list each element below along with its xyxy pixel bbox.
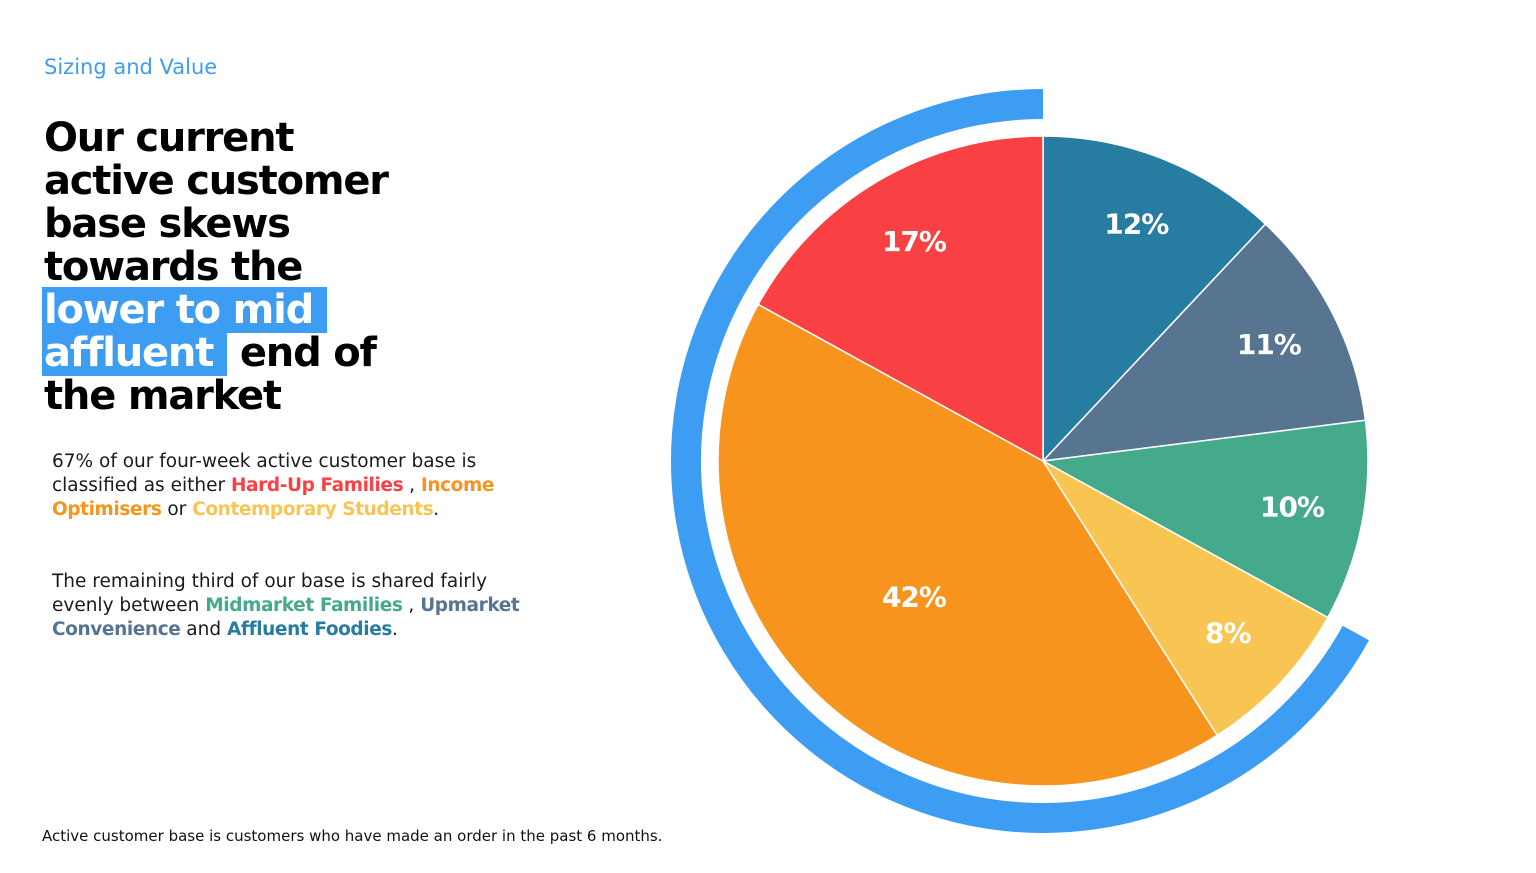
headline-highlight: affluent bbox=[42, 330, 228, 376]
pie-slice bbox=[757, 135, 1044, 463]
segment-upmarket-convenience: Upmarket Convenience bbox=[52, 595, 520, 640]
paragraph-text: 67% of our four-week active customer bas… bbox=[52, 451, 477, 496]
segment-midmarket-families: Midmarket Families bbox=[205, 595, 403, 616]
pie-slice bbox=[1042, 460, 1329, 737]
headline-line: end of bbox=[239, 330, 377, 376]
pie-slice bbox=[1042, 135, 1267, 463]
separator: , bbox=[409, 475, 415, 496]
segment-income-optimisers: Income Optimisers bbox=[52, 475, 495, 520]
headline-line: towards the bbox=[44, 244, 303, 290]
separator: . bbox=[433, 499, 440, 520]
paragraph-primary-segments: 67% of our four-week active customer bas… bbox=[52, 450, 532, 522]
separator: , bbox=[408, 595, 415, 616]
segment-affluent-foodies: Affluent Foodies bbox=[227, 619, 392, 640]
slice-label: 8% bbox=[1205, 617, 1251, 650]
pie-slice bbox=[1040, 419, 1369, 619]
headline: Our current active customer base skews t… bbox=[42, 115, 604, 419]
slice-label: 12% bbox=[1104, 207, 1169, 240]
headline-highlight: lower to mid bbox=[42, 287, 328, 333]
segment-contemporary-students: Contemporary Students bbox=[192, 499, 434, 520]
paragraph-text: The remaining third of our base is share… bbox=[52, 571, 488, 616]
separator: and bbox=[186, 619, 222, 640]
separator: or bbox=[167, 499, 187, 520]
footnote: Active customer base is customers who ha… bbox=[42, 827, 663, 845]
slice-label: 10% bbox=[1260, 491, 1325, 524]
separator: . bbox=[391, 619, 398, 640]
slice-label: 17% bbox=[882, 225, 947, 258]
headline-line: active customer bbox=[44, 158, 389, 204]
outer-arc bbox=[671, 89, 1369, 833]
slice-label: 11% bbox=[1237, 328, 1302, 361]
paragraph-remaining-segments: The remaining third of our base is share… bbox=[52, 570, 532, 642]
pie-slice bbox=[717, 303, 1219, 787]
pie-chart: 12% 11% 10% 8% 42% 17% bbox=[671, 89, 1369, 833]
headline-line: base skews bbox=[44, 201, 291, 247]
headline-line: Our current bbox=[44, 115, 295, 161]
slice-label: 42% bbox=[882, 580, 947, 613]
segment-hard-up-families: Hard-Up Families bbox=[230, 475, 404, 496]
headline-line: the market bbox=[44, 373, 282, 419]
section-label: Sizing and Value bbox=[44, 55, 218, 79]
pie-slice bbox=[1041, 223, 1367, 463]
